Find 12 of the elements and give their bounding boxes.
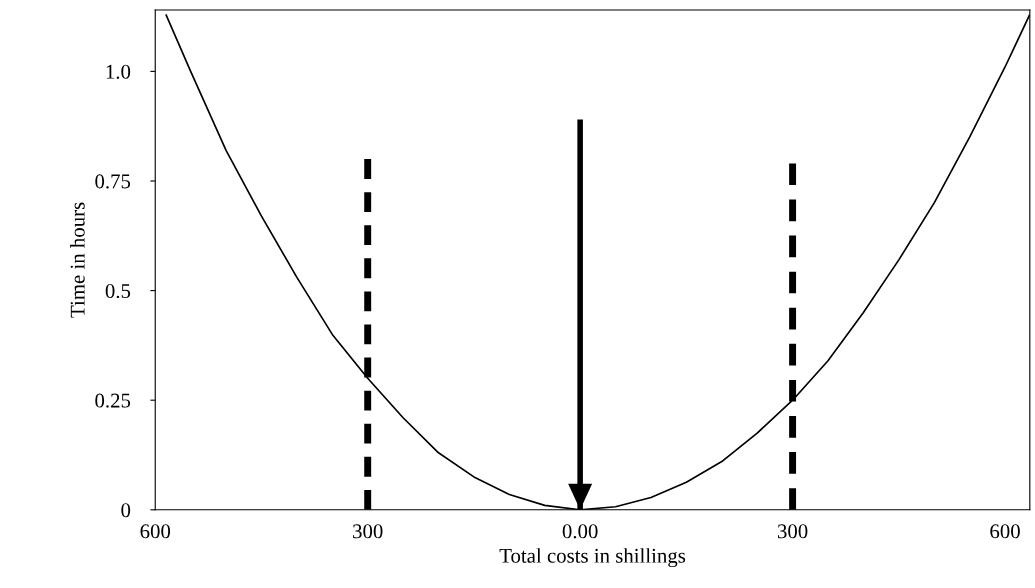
- y-tick-label: 0.25: [95, 393, 131, 408]
- x-tick-label: 0.00: [562, 524, 598, 539]
- y-tick-label: 1.0: [106, 64, 131, 79]
- y-tick-label: 0.75: [95, 174, 131, 189]
- x-tick-label: 300: [777, 524, 808, 539]
- y-tick-label: 0.5: [105, 283, 131, 299]
- x-tick-label: 300: [353, 524, 383, 539]
- x-axis-title: Total costs in shillings: [499, 548, 686, 568]
- y-tick-label: 0: [121, 503, 131, 518]
- x-tick-label: 600: [990, 524, 1020, 539]
- x-tick-label: 600: [140, 524, 171, 539]
- y-axis-title: Time in hours: [70, 202, 85, 318]
